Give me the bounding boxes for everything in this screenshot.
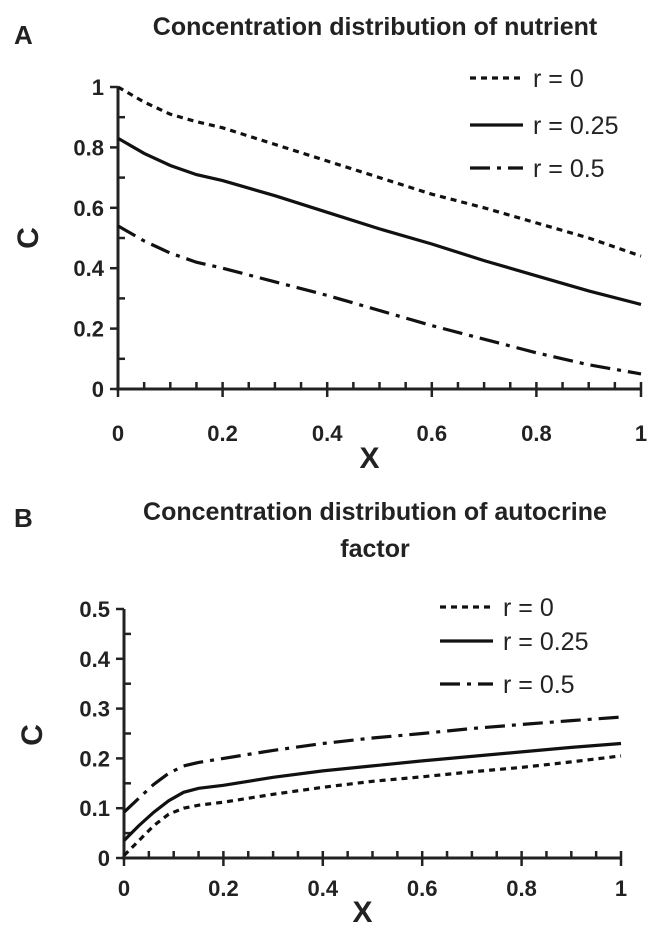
chart-title: Concentration distribution of autocrine — [143, 498, 607, 526]
y-tick-label: 0 — [92, 377, 104, 402]
y-axis-label: C — [16, 724, 49, 746]
x-tick-label: 0.4 — [308, 876, 339, 901]
series-line-dashdot — [122, 715, 622, 814]
legend-entry: r = 0.25 — [503, 628, 588, 656]
panel-label: B — [14, 503, 33, 533]
legend-entry: r = 0.25 — [533, 112, 618, 140]
y-tick-label: 0.2 — [79, 746, 110, 771]
y-tick-label: 0.6 — [73, 196, 104, 221]
y-tick-label: 0.1 — [79, 796, 110, 821]
legend-entry: r = 0 — [503, 594, 554, 622]
chart-title: factor — [340, 535, 410, 563]
y-tick-label: 0.8 — [73, 135, 104, 160]
series-line-dashed — [122, 754, 622, 857]
y-tick-label: 1 — [92, 75, 104, 100]
chart-title: Concentration distribution of nutrient — [153, 13, 598, 41]
legend-entry: r = 0.5 — [533, 155, 605, 183]
x-tick-label: 0.8 — [506, 876, 537, 901]
x-axis-label: X — [352, 896, 372, 926]
y-tick-label: 0.2 — [73, 317, 104, 342]
y-tick-label: 0.3 — [79, 697, 110, 722]
y-tick-label: 0.4 — [73, 256, 104, 281]
panel-a: A Concentration distribution of nutrient 0… — [12, 13, 647, 475]
series-line-dashdot — [117, 224, 642, 376]
x-tick-label: 0.4 — [312, 421, 343, 446]
series-line-solid — [117, 136, 642, 306]
x-tick-label: 0.2 — [208, 876, 239, 901]
y-tick-label: 0 — [98, 846, 110, 871]
x-axis-label: X — [359, 442, 379, 475]
panel-b: B Concentration distribution of autocrine… — [14, 498, 627, 926]
x-tick-label: 1 — [635, 421, 647, 446]
series-line-solid — [122, 741, 622, 842]
x-tick-label: 0.8 — [521, 421, 552, 446]
x-tick-label: 0 — [118, 876, 130, 901]
legend-entry: r = 0 — [533, 65, 584, 93]
y-axis-label: C — [12, 227, 45, 249]
y-tick-label: 0.4 — [79, 647, 110, 672]
x-tick-label: 0 — [112, 421, 124, 446]
x-tick-label: 0.6 — [417, 421, 448, 446]
panel-label: A — [14, 20, 33, 50]
x-tick-label: 0.2 — [207, 421, 238, 446]
x-tick-label: 0.6 — [407, 876, 438, 901]
x-tick-label: 1 — [615, 876, 627, 901]
series-line-dashed — [117, 85, 642, 258]
y-tick-label: 0.5 — [79, 597, 110, 622]
legend-entry: r = 0.5 — [503, 671, 575, 699]
